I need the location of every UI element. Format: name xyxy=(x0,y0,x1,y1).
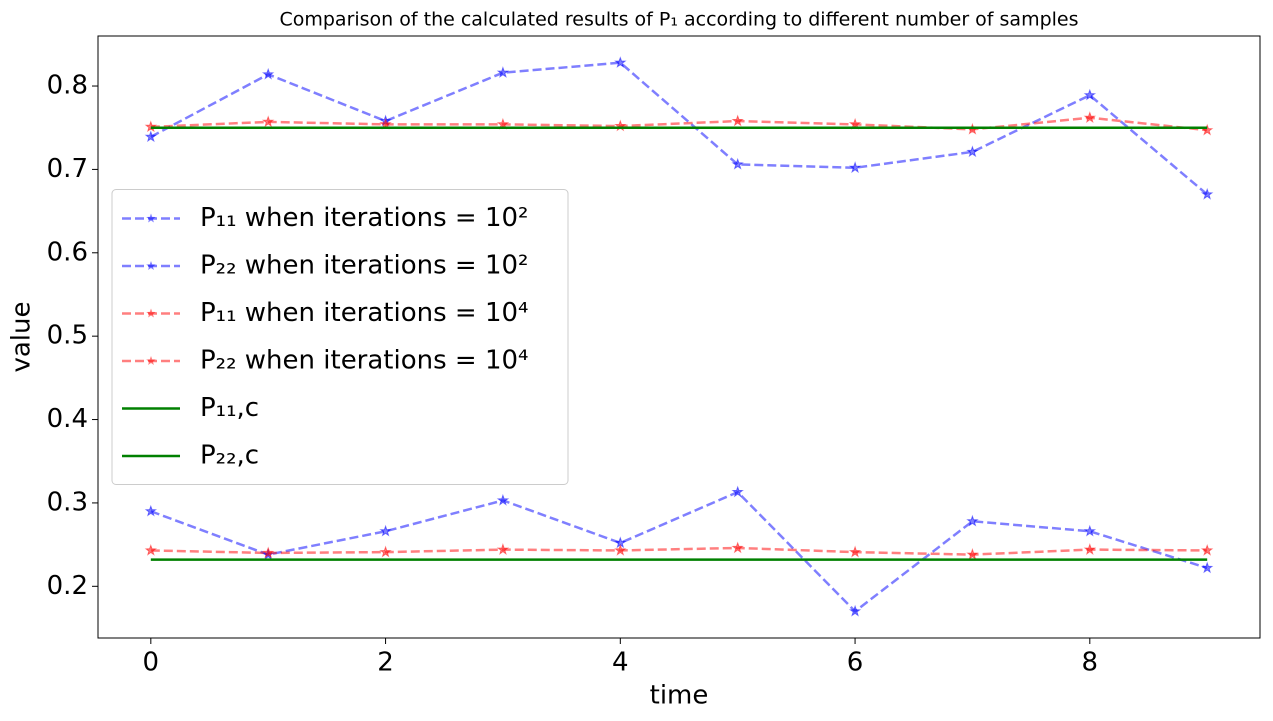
legend-label: P₂₂ when iterations = 10⁴ xyxy=(200,346,528,376)
legend-label: P₁₁,c xyxy=(200,393,259,423)
y-tick-label: 0.6 xyxy=(47,237,88,267)
point-marker xyxy=(731,485,744,498)
point-marker xyxy=(731,541,744,554)
series-line xyxy=(150,61,1208,196)
point-marker xyxy=(1083,543,1097,555)
point-marker xyxy=(614,56,627,68)
point-marker xyxy=(496,493,510,506)
x-tick-label: 8 xyxy=(1082,648,1099,678)
x-tick-label: 4 xyxy=(612,648,629,678)
point-marker xyxy=(144,120,158,133)
point-marker xyxy=(614,544,627,556)
y-tick-label: 0.3 xyxy=(47,487,88,517)
point-marker xyxy=(966,548,979,560)
legend-label: P₂₂,c xyxy=(200,441,259,471)
point-marker xyxy=(496,543,510,555)
point-marker xyxy=(144,544,158,556)
point-marker xyxy=(379,524,392,537)
y-tick-label: 0.5 xyxy=(47,321,88,351)
plot-area xyxy=(97,35,1261,639)
point-marker xyxy=(379,545,392,558)
point-marker xyxy=(848,545,862,558)
point-marker xyxy=(379,117,392,130)
point-marker xyxy=(966,145,979,158)
legend-label: P₂₂ when iterations = 10² xyxy=(200,251,528,281)
legend-marker xyxy=(146,308,156,318)
series-line xyxy=(150,116,1208,132)
y-axis-label: value xyxy=(7,301,37,372)
series-line xyxy=(150,490,1208,613)
point-marker xyxy=(144,130,158,143)
point-marker xyxy=(261,546,275,559)
x-tick-label: 2 xyxy=(377,648,394,678)
legend: P₁₁ when iterations = 10² P₂₂ when iterat… xyxy=(111,189,569,485)
point-marker xyxy=(848,117,862,130)
legend-label: P₁₁ when iterations = 10² xyxy=(200,203,528,233)
y-tick-label: 0.8 xyxy=(47,71,88,101)
point-marker xyxy=(1083,111,1097,124)
point-marker xyxy=(848,161,862,174)
point-marker xyxy=(261,115,275,128)
point-marker xyxy=(1200,187,1214,200)
legend-frame xyxy=(111,189,569,485)
legend-marker xyxy=(146,213,156,223)
legend-label: P₁₁ when iterations = 10⁴ xyxy=(200,298,528,328)
point-marker xyxy=(496,66,510,78)
point-marker xyxy=(1200,544,1214,556)
x-tick-label: 0 xyxy=(143,648,160,678)
point-marker xyxy=(731,114,744,127)
point-marker xyxy=(966,514,979,527)
point-marker xyxy=(1083,88,1097,101)
point-marker xyxy=(1200,561,1214,574)
x-tick-label: 6 xyxy=(847,648,864,678)
point-marker xyxy=(496,117,510,130)
x-axis-label: time xyxy=(650,681,709,711)
point-marker xyxy=(261,67,275,80)
y-tick-label: 0.2 xyxy=(47,571,88,601)
y-tick-label: 0.7 xyxy=(47,154,88,184)
point-marker xyxy=(848,604,862,617)
point-marker xyxy=(731,157,744,170)
y-tick-label: 0.4 xyxy=(47,404,88,434)
legend-marker xyxy=(146,261,156,270)
chart-title: Comparison of the calculated results of … xyxy=(279,9,1078,31)
series-line xyxy=(150,546,1208,556)
legend-marker xyxy=(146,356,156,365)
point-marker xyxy=(1083,524,1097,537)
point-marker xyxy=(144,504,158,517)
